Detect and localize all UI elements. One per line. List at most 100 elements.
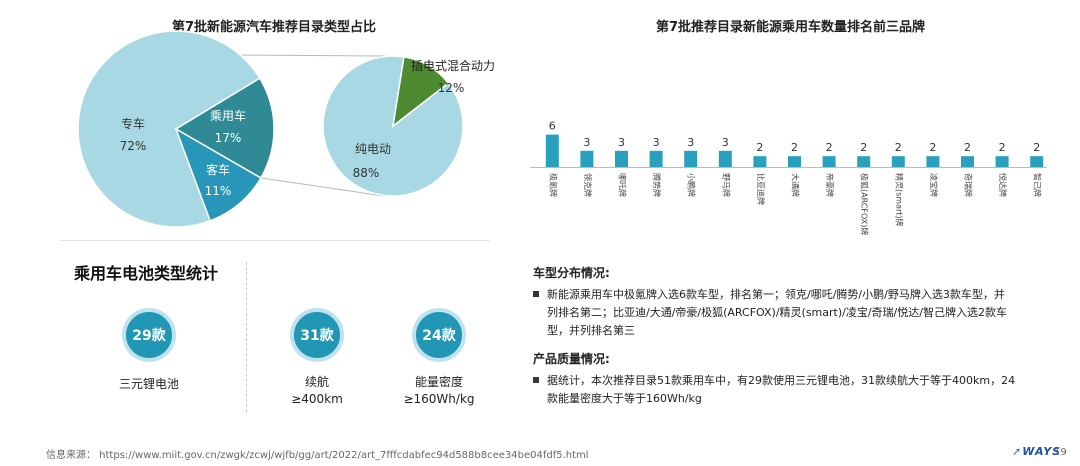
main-pie-slice-2 — [174, 127, 262, 222]
divider-line — [60, 240, 490, 241]
pie-connectors — [231, 54, 389, 197]
bar-10 — [891, 156, 905, 167]
bar-3 — [649, 150, 663, 167]
quality-text-line2: 款能量密度大于等于160Wh/kg — [547, 392, 702, 405]
bar-chart-title: 第7批推荐目录新能源乘用车数量排名前三品牌 — [656, 20, 926, 35]
quality-bullet: 据统计，本次推荐目录51款乘用车中，有29款使用三元锂电池，31款续航大于等于4… — [533, 372, 1053, 408]
distribution-text-line1: 新能源乘用车中极氪牌入选6款车型，排名第一；领克/哪吒/腾势/小鹏/野马牌入选3… — [547, 288, 1005, 301]
bar-category-label-9: 极狐(ARCFOX)牌 — [860, 173, 870, 235]
bar-value-label-3: 3 — [653, 136, 660, 149]
sub-pie — [322, 55, 464, 197]
bar-value-label-10: 2 — [895, 141, 902, 154]
connector-top — [231, 54, 389, 57]
pie-pct-special-vehicle: 72% — [120, 139, 147, 153]
bar-chart: 6 3 3 3 3 3 2 2 2 2 2 2 2 2 2 极氪牌 领克牌 哪吒牌 腾势牌 小鹏牌 野马牌 比亚迪牌 大通… — [530, 120, 1047, 235]
source-footer: 信息来源： https://www.miit.gov.cn/zwgk/zcwj/… — [46, 450, 589, 461]
bar-category-label-12: 奇瑞牌 — [964, 173, 974, 197]
bar-category-labels: 极氪牌 领克牌 哪吒牌 腾势牌 小鹏牌 野马牌 比亚迪牌 大通牌 帝豪牌 极狐(ARCFOX)牌 精… — [548, 173, 1042, 235]
pie-label-phev: 插电式混合动力 — [411, 58, 495, 73]
bar-9 — [857, 156, 871, 167]
battery-divider — [246, 262, 247, 412]
bar-category-label-8: 帝豪牌 — [825, 173, 835, 197]
bar-value-label-6: 2 — [756, 141, 763, 154]
left-pie-title: 第7批新能源汽车推荐目录类型占比 — [172, 20, 377, 35]
pie-pct-phev: 12% — [438, 81, 465, 95]
bar-value-label-7: 2 — [791, 141, 798, 154]
bullet-square-icon — [533, 291, 539, 297]
bar-value-label-5: 3 — [722, 136, 729, 149]
bar-value-label-0: 6 — [549, 120, 556, 133]
page-number: 19 — [1054, 447, 1067, 458]
bullet-square-icon — [533, 377, 539, 383]
bar-8 — [822, 156, 836, 167]
bar-category-label-7: 大通牌 — [791, 173, 801, 197]
badge-density-label: 能量密度 ≥160Wh/kg — [389, 374, 489, 408]
bar-category-label-1: 领克牌 — [583, 173, 593, 197]
badge-range-count: 31款 — [290, 308, 344, 362]
badge-range-label: 续航 ≥400km — [267, 374, 367, 408]
bar-category-label-13: 悦达牌 — [998, 173, 1008, 197]
bar-category-label-0: 极氪牌 — [548, 173, 558, 197]
main-pie — [77, 30, 275, 228]
bar-6 — [753, 156, 767, 167]
pie-pct-bev: 88% — [353, 166, 380, 180]
bar-category-label-10: 精灵(smart)牌 — [894, 173, 904, 227]
bar-4 — [684, 150, 698, 167]
bar-0 — [545, 134, 559, 167]
pie-labels: 专车 72% 乘用车 17% 客车 11% 纯电动 88% 插电式混合动力 12% — [120, 58, 495, 198]
pie-charts: 专车 72% 乘用车 17% 客车 11% 纯电动 88% 插电式混合动力 12% — [77, 30, 495, 228]
bar-11 — [926, 156, 940, 167]
distribution-text-line2: 列排名第二；比亚迪/大通/帝豪/极狐(ARCFOX)/精灵(smart)/凌宝/… — [547, 306, 1007, 319]
bar-7 — [788, 156, 801, 167]
bar-category-label-5: 野马牌 — [721, 173, 731, 197]
pie-pct-passenger: 17% — [215, 131, 242, 145]
bar-14 — [1030, 156, 1044, 167]
ways-logo-text: WAYS — [1022, 445, 1062, 458]
bar-12 — [961, 156, 974, 167]
quality-text-line1: 据统计，本次推荐目录51款乘用车中，有29款使用三元锂电池，31款续航大于等于4… — [547, 374, 1016, 387]
bar-value-label-11: 2 — [929, 141, 936, 154]
pie-label-special-vehicle: 专车 — [121, 116, 145, 131]
bar-13 — [995, 156, 1009, 167]
badge-ncm-count: 29款 — [122, 308, 176, 362]
bar-value-label-13: 2 — [999, 141, 1006, 154]
bar-category-label-6: 比亚迪牌 — [756, 173, 766, 205]
bar-category-label-2: 哪吒牌 — [618, 173, 628, 197]
pie-label-passenger: 乘用车 — [210, 108, 246, 123]
bar-category-label-11: 凌宝牌 — [929, 173, 939, 197]
bar-value-label-9: 2 — [860, 141, 867, 154]
distribution-text-line3: 型，并列排名第三 — [547, 324, 635, 337]
bar-value-label-1: 3 — [583, 136, 590, 149]
main-pie-slice-0 — [77, 30, 261, 228]
distribution-bullet: 新能源乘用车中极氪牌入选6款车型，排名第一；领克/哪吒/腾势/小鹏/野马牌入选3… — [533, 286, 1053, 340]
battery-section-title: 乘用车电池类型统计 — [74, 264, 219, 283]
bar-value-label-2: 3 — [618, 136, 625, 149]
sub-pie-slice-1 — [391, 56, 450, 128]
main-pie-slice-1 — [174, 77, 275, 180]
badge-density-label-line1: 能量密度 — [414, 375, 463, 389]
bar-category-label-4: 小鹏牌 — [687, 173, 697, 197]
distribution-heading: 车型分布情况: — [533, 266, 610, 280]
bar-2 — [615, 150, 628, 167]
ways-logo: ➚WAYS — [1012, 445, 1062, 458]
connector-bottom — [247, 175, 385, 197]
bar-value-label-12: 2 — [964, 141, 971, 154]
pie-label-bus: 客车 — [206, 162, 230, 177]
badge-ncm-label-line: 三元锂电池 — [118, 377, 179, 391]
bar-series: 6 3 3 3 3 3 2 2 2 2 2 2 2 2 2 — [545, 120, 1044, 167]
bar-category-label-3: 腾势牌 — [652, 173, 662, 197]
badge-ncm-label: 三元锂电池 — [99, 376, 199, 393]
bar-value-label-14: 2 — [1033, 141, 1040, 154]
quality-heading: 产品质量情况: — [533, 352, 610, 366]
badge-density-count: 24款 — [412, 308, 466, 362]
bar-value-label-8: 2 — [826, 141, 833, 154]
bar-1 — [580, 150, 594, 167]
badge-range-label-line1: 续航 — [304, 375, 329, 389]
bar-value-label-4: 3 — [687, 136, 694, 149]
bar-category-label-14: 智己牌 — [1033, 173, 1043, 197]
pie-pct-bus: 11% — [205, 184, 232, 198]
badge-density-label-line2: ≥160Wh/kg — [403, 392, 475, 406]
pie-label-bev: 纯电动 — [355, 142, 391, 156]
bar-5 — [718, 150, 732, 167]
badge-range-label-line2: ≥400km — [291, 392, 343, 406]
